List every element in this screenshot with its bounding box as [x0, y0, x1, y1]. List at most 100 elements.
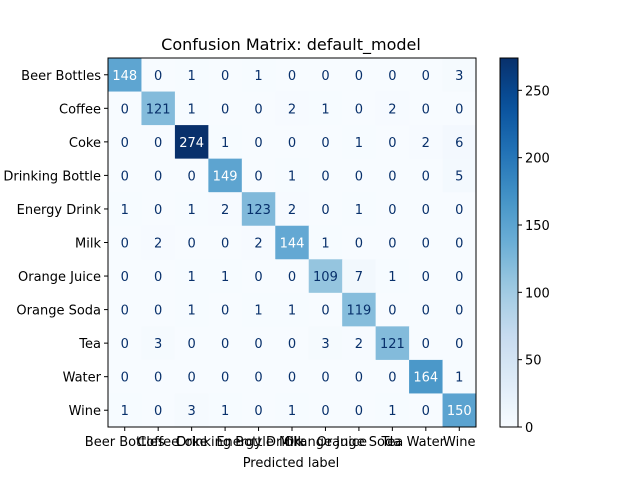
cell-value-label: 0	[388, 237, 396, 252]
y-tick-label: Drinking Bottle	[3, 169, 101, 184]
heatmap-cell	[342, 91, 377, 126]
cell-value-label: 109	[313, 270, 338, 285]
heatmap-cell	[409, 292, 444, 327]
cell-value-label: 0	[288, 69, 296, 84]
heatmap-cell	[442, 192, 477, 227]
cell-value-label: 2	[154, 237, 162, 252]
heatmap-cell	[241, 393, 276, 428]
cell-value-label: 0	[254, 337, 262, 352]
cell-value-label: 0	[455, 102, 463, 117]
heatmap-cell	[308, 192, 343, 227]
x-tick-label: Water	[407, 435, 446, 450]
heatmap-cell	[342, 158, 377, 193]
heatmap-cell	[409, 259, 444, 294]
heatmap-cell	[442, 292, 477, 327]
cell-value-label: 1	[187, 270, 195, 285]
heatmap-cell	[108, 125, 142, 160]
heatmap-cell	[308, 91, 343, 126]
heatmap-cell	[174, 192, 209, 227]
heatmap-cell	[275, 326, 310, 361]
heatmap-cell	[141, 359, 176, 394]
cell-value-label: 1	[187, 304, 195, 319]
cell-value-label: 0	[254, 136, 262, 151]
heatmap-cell	[174, 125, 209, 160]
heatmap-cell	[308, 125, 343, 160]
cell-value-label: 0	[422, 102, 430, 117]
cell-value-label: 0	[288, 136, 296, 151]
cell-value-label: 0	[288, 270, 296, 285]
heatmap-cell	[208, 158, 243, 193]
cell-value-label: 1	[321, 237, 329, 252]
cell-value-label: 0	[355, 102, 363, 117]
heatmap-cell	[241, 58, 276, 93]
heatmap-cell	[375, 259, 410, 294]
heatmap-cell	[375, 91, 410, 126]
heatmap-cell	[275, 192, 310, 227]
cell-value-label: 0	[388, 136, 396, 151]
cell-value-label: 0	[455, 304, 463, 319]
heatmap-cell	[108, 393, 142, 428]
cell-value-label: 1	[288, 169, 296, 184]
cell-value-label: 2	[288, 102, 296, 117]
heatmap-cell	[442, 58, 477, 93]
cell-value-label: 1	[355, 136, 363, 151]
cell-value-label: 119	[346, 304, 371, 319]
heatmap-cell	[442, 326, 477, 361]
heatmap-cell	[208, 225, 243, 260]
heatmap-cell	[375, 125, 410, 160]
cell-value-label: 1	[254, 304, 262, 319]
y-tick-label: Milk	[75, 237, 101, 252]
x-tick-label: Tea	[381, 435, 404, 450]
y-tick-label: Coffee	[59, 102, 101, 117]
cell-value-label: 0	[154, 404, 162, 419]
heatmap-cell	[275, 58, 310, 93]
heatmap-cell	[275, 259, 310, 294]
cell-value-label: 0	[154, 136, 162, 151]
cell-value-label: 1	[221, 136, 229, 151]
heatmap-cell	[375, 58, 410, 93]
cell-value-label: 2	[221, 203, 229, 218]
cell-value-label: 121	[146, 102, 171, 117]
heatmap-cell	[409, 326, 444, 361]
heatmap-cell	[442, 125, 477, 160]
colorbar-tick-labels: 0 50 100 150 200 250	[518, 84, 550, 436]
heatmap-cell	[409, 91, 444, 126]
cell-value-label: 0	[455, 337, 463, 352]
heatmap-cell	[342, 326, 377, 361]
cell-value-label: 274	[179, 136, 204, 151]
cell-value-label: 0	[121, 169, 129, 184]
cell-value-label: 0	[187, 371, 195, 386]
heatmap-cell	[141, 91, 176, 126]
heatmap-cell	[375, 292, 410, 327]
heatmap-cell	[141, 58, 176, 93]
heatmap-cell	[141, 225, 176, 260]
heatmap-cell	[375, 359, 410, 394]
heatmap-cell	[275, 91, 310, 126]
cell-value-label: 0	[187, 337, 195, 352]
heatmap-cell	[375, 326, 410, 361]
cell-value-label: 0	[288, 337, 296, 352]
x-tick-label: Coffee	[137, 435, 179, 450]
heatmap-cell	[308, 158, 343, 193]
colorbar-tick-label: 100	[525, 286, 550, 301]
heatmap-cell	[241, 259, 276, 294]
x-tick-label: Drinking Bottle	[176, 435, 274, 450]
heatmap-cell	[342, 125, 377, 160]
heatmap-cell	[375, 192, 410, 227]
chart-title: Confusion Matrix: default_model	[161, 35, 421, 55]
cell-value-label: 0	[154, 304, 162, 319]
cell-value-label: 0	[388, 371, 396, 386]
x-tick-label: Orange Juice	[284, 435, 367, 450]
colorbar	[499, 57, 519, 428]
heatmap-cell	[409, 158, 444, 193]
cell-value-label: 0	[355, 371, 363, 386]
heatmap-cell	[442, 359, 477, 394]
heatmap-cell	[241, 158, 276, 193]
cell-value-label: 0	[422, 203, 430, 218]
cell-value-label: 0	[388, 169, 396, 184]
heatmap-cell	[208, 326, 243, 361]
heatmap-cell	[208, 292, 243, 327]
cell-value-label: 0	[455, 270, 463, 285]
